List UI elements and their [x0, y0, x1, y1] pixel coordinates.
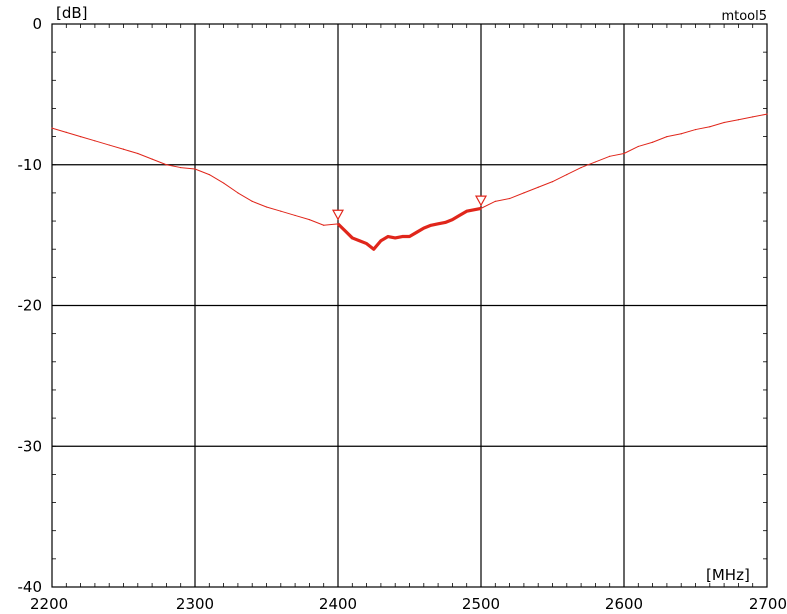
- data-point: [194, 168, 196, 170]
- data-point: [380, 240, 382, 242]
- data-point: [494, 200, 496, 202]
- data-point: [609, 155, 611, 157]
- trace-layer: [51, 113, 768, 251]
- x-tick-label: 2300: [176, 595, 214, 613]
- data-point: [294, 214, 296, 217]
- data-point: [580, 166, 582, 169]
- data-point: [165, 164, 167, 166]
- marker-triangle: [474, 195, 488, 207]
- y-tick-label: 0: [32, 15, 42, 33]
- data-point: [430, 224, 432, 226]
- data-point: [444, 221, 446, 224]
- data-point: [251, 200, 253, 202]
- data-point: [280, 210, 282, 212]
- x-tick-label: 2600: [605, 595, 643, 613]
- y-tick-label: -10: [18, 156, 43, 174]
- data-point: [480, 207, 482, 209]
- data-point: [80, 136, 82, 138]
- data-point: [416, 231, 418, 233]
- data-point: [594, 161, 597, 163]
- data-point: [737, 119, 740, 121]
- data-point: [122, 148, 125, 150]
- data-point: [94, 140, 96, 142]
- x-tick-label: 2700: [749, 595, 787, 613]
- x-axis-label: [MHz]: [706, 566, 750, 584]
- data-point: [752, 116, 754, 118]
- marker-layer: [331, 195, 488, 221]
- data-point: [137, 152, 139, 155]
- x-tick-label: 2500: [462, 595, 500, 613]
- data-point: [408, 235, 411, 238]
- tool-label: mtool5: [721, 9, 767, 24]
- data-point: [566, 174, 568, 176]
- data-point: [358, 240, 361, 242]
- data-point: [108, 144, 110, 146]
- tick-labels: 2200 2300 2400 2500 2600 2700 0 -10 -20 -30 -40: [18, 15, 787, 613]
- data-point: [387, 235, 389, 238]
- data-point: [373, 248, 375, 250]
- data-point: [265, 206, 268, 208]
- data-point: [723, 121, 725, 124]
- grid: [51, 23, 768, 588]
- data-point: [551, 181, 554, 183]
- y-tick-label: -20: [18, 297, 43, 315]
- trace-line: [51, 113, 768, 250]
- data-point: [523, 192, 525, 194]
- data-point: [437, 223, 439, 225]
- data-point: [473, 209, 475, 211]
- data-point: [51, 127, 53, 129]
- data-point: [709, 126, 711, 128]
- data-point: [423, 227, 425, 229]
- data-point: [337, 223, 339, 225]
- data-point: [623, 152, 625, 155]
- data-point: [537, 186, 539, 188]
- data-point: [223, 182, 225, 184]
- data-point: [394, 237, 396, 239]
- data-point: [694, 128, 697, 131]
- data-point: [366, 242, 368, 245]
- data-point: [766, 113, 768, 115]
- y-tick-label: -40: [18, 578, 43, 596]
- trace-highlight-segment: [336, 206, 482, 251]
- data-point: [451, 219, 453, 221]
- data-point: [680, 133, 682, 135]
- marker-triangle: [331, 209, 345, 221]
- data-point: [323, 224, 325, 226]
- data-point: [509, 197, 511, 200]
- y-axis-label: [dB]: [56, 4, 88, 22]
- y-tick-label: -30: [18, 437, 43, 455]
- data-point: [308, 219, 310, 221]
- data-point: [208, 174, 210, 176]
- data-point: [466, 210, 468, 212]
- data-point: [351, 237, 353, 239]
- data-point: [344, 230, 346, 232]
- data-point: [180, 166, 182, 169]
- data-point: [65, 131, 67, 133]
- x-tick-label: 2400: [319, 595, 357, 613]
- data-point: [151, 158, 153, 160]
- data-point: [652, 141, 654, 143]
- x-tick-label: 2200: [30, 595, 68, 613]
- data-point: [637, 145, 639, 148]
- data-point: [401, 235, 403, 238]
- data-point: [666, 136, 668, 138]
- data-point: [237, 192, 239, 194]
- data-point: [458, 214, 461, 217]
